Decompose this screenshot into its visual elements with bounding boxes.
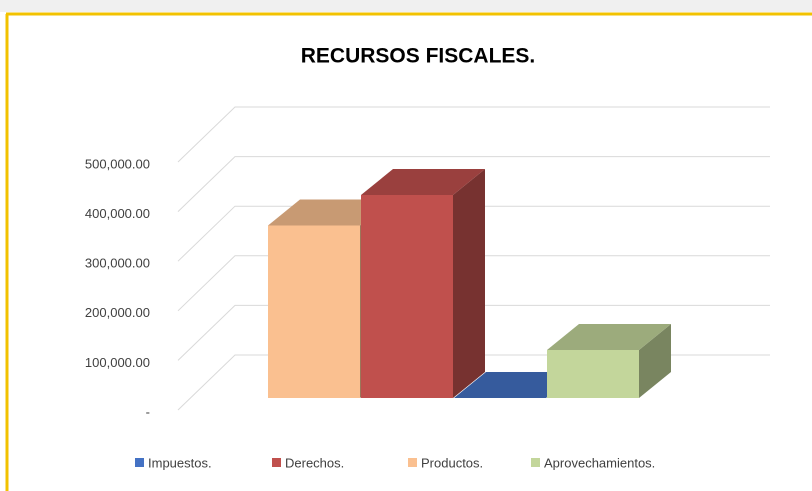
bar-side xyxy=(639,324,671,398)
y-tick-label: 500,000.00 xyxy=(85,156,150,171)
legend-label: Impuestos. xyxy=(148,455,212,470)
legend-label: Derechos. xyxy=(285,455,344,470)
y-tick-label: 400,000.00 xyxy=(85,206,150,221)
grid-line xyxy=(177,205,770,262)
grid-line xyxy=(177,255,770,312)
bar-top xyxy=(361,169,485,195)
grid-line xyxy=(177,304,770,361)
legend-swatch xyxy=(135,458,144,467)
legend-label: Aprovechamientos. xyxy=(544,455,655,470)
bar xyxy=(361,195,453,398)
y-tick-label: 200,000.00 xyxy=(85,305,150,320)
legend-swatch xyxy=(531,458,540,467)
legend-swatch xyxy=(272,458,281,467)
legend-swatch xyxy=(408,458,417,467)
legend-label: Productos. xyxy=(421,455,483,470)
y-tick-label: 300,000.00 xyxy=(85,256,150,271)
bar xyxy=(547,350,639,398)
bar-top xyxy=(547,324,671,350)
grid-line xyxy=(177,106,770,163)
chart-title: RECURSOS FISCALES. xyxy=(301,45,536,68)
y-tick-label: - xyxy=(146,404,150,419)
sheet-strip xyxy=(0,0,812,12)
y-tick-label: 100,000.00 xyxy=(85,355,150,370)
bar-side xyxy=(453,169,485,398)
grid-line xyxy=(177,156,770,212)
bar xyxy=(268,225,360,398)
